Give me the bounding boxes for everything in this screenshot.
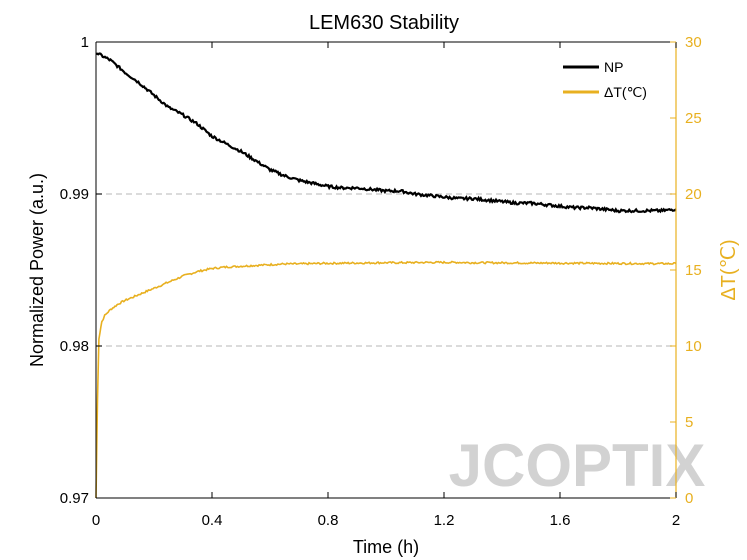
y-right-axis-label: ΔT(℃) [718,239,740,300]
legend-dt-label: ΔT(℃) [604,84,647,100]
x-tick-label-2: 0.8 [318,512,339,529]
x-tick-label-1: 0.4 [202,512,223,529]
plot-area [96,42,676,498]
y-left-axis-ticks: 0.97 0.98 0.99 1 [60,34,102,507]
y-right-tick-label-4: 20 [685,186,702,203]
series-layer [95,52,677,499]
y-right-tick-label-6: 30 [685,34,702,51]
y-right-tick-label-3: 15 [685,262,702,279]
chart-title: LEM630 Stability [309,12,459,34]
x-tick-label-0: 0 [92,512,100,529]
y-left-tick-label-2: 0.99 [60,186,89,203]
legend-np-label: NP [604,59,623,75]
watermark-logo: JCOPTIX [449,432,706,499]
y-left-axis-label: Normalized Power (a.u.) [27,173,47,367]
y-right-axis-ticks: 0 5 10 15 20 25 30 [670,34,702,507]
x-axis-ticks: 0 0.4 0.8 1.2 1.6 2 [92,42,680,529]
grid-lines [96,193,676,347]
y-right-tick-label-5: 25 [685,110,702,127]
x-tick-label-3: 1.2 [434,512,455,529]
series-np-line [95,52,677,214]
x-axis-label: Time (h) [353,537,419,557]
y-right-tick-label-2: 10 [685,338,702,355]
y-left-tick-label-0: 0.97 [60,490,89,507]
legend: NP ΔT(℃) [563,59,647,100]
y-right-tick-label-0: 0 [685,490,693,507]
y-left-tick-label-1: 0.98 [60,338,89,355]
x-tick-label-5: 2 [672,512,680,529]
x-tick-label-4: 1.6 [550,512,571,529]
y-right-tick-label-1: 5 [685,414,693,431]
y-left-tick-label-3: 1 [81,34,89,51]
series-delta-t-line [95,260,677,499]
